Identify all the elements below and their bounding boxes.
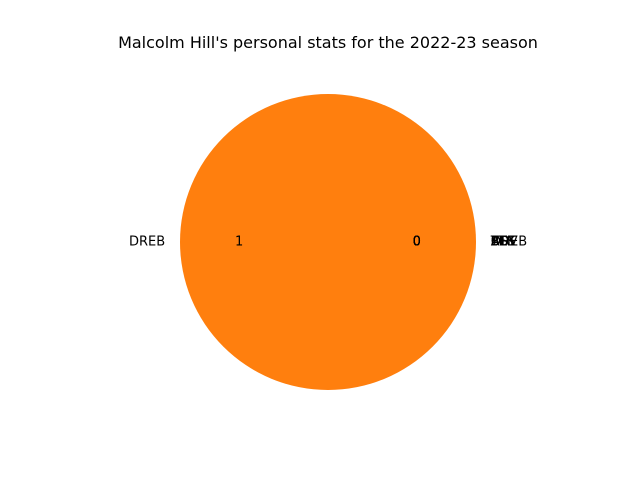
chart-title: Malcolm Hill's personal stats for the 20… (118, 33, 538, 52)
value-label-ast: 0 (413, 235, 421, 250)
category-label-pf: PF (491, 235, 506, 250)
category-label-tov: TOV (490, 235, 518, 250)
value-label-pts: 0 (413, 235, 421, 250)
category-label-stl: STL (491, 235, 515, 250)
category-label-oreb: OREB (491, 235, 527, 250)
value-label-tov: 0 (413, 235, 421, 250)
value-label-pf: 0 (413, 235, 421, 250)
pie-slices (180, 94, 476, 390)
value-label-blk: 0 (413, 235, 421, 250)
value-label-stl: 0 (413, 235, 421, 250)
category-label-pts: PTS (491, 235, 515, 250)
category-label-blk: BLK (491, 235, 516, 250)
category-label-dreb: DREB (129, 235, 165, 250)
category-label-ast: AST (491, 235, 516, 250)
value-label-dreb: 1 (235, 235, 243, 250)
pie-slice-dreb (180, 94, 476, 390)
value-label-oreb: 0 (413, 235, 421, 250)
